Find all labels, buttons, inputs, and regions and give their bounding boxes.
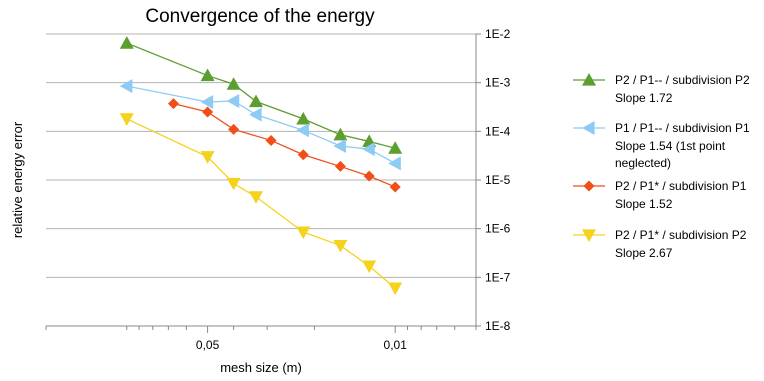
data-point — [167, 98, 179, 110]
x-tick-label: 0,01 — [384, 338, 408, 352]
data-point — [119, 36, 134, 49]
legend-marker — [582, 121, 595, 135]
data-point — [388, 141, 403, 154]
gridlines — [46, 33, 481, 327]
data-point — [362, 142, 375, 157]
data-point — [249, 94, 264, 108]
data-point — [333, 127, 348, 141]
series-3 — [167, 98, 401, 193]
data-point — [226, 77, 241, 90]
data-point — [296, 111, 311, 125]
data-point — [334, 160, 346, 172]
data-point — [362, 260, 377, 274]
y-tick-label: 1E-3 — [485, 76, 511, 90]
data-point — [202, 106, 214, 118]
data-point — [200, 151, 215, 164]
legend-marker — [582, 73, 596, 86]
data-point — [333, 239, 348, 253]
y-tick-label: 1E-6 — [485, 222, 511, 236]
legend-item: P2 / P1-- / subdivision P2 Slope 1.72 — [573, 73, 750, 105]
legend-series-name: P2 / P1* / subdivision P2 — [615, 228, 747, 242]
data-point — [119, 113, 134, 126]
data-point — [228, 123, 240, 135]
series-layer — [119, 36, 403, 296]
legend-series-name: P2 / P1-- / subdivision P2 — [615, 73, 750, 87]
x-minor-ticks — [45, 326, 477, 333]
legend-marker — [582, 229, 596, 242]
legend-item: P2 / P1* / subdivision P1 Slope 1.52 — [573, 179, 747, 211]
chart-title: Convergence of the energy — [145, 6, 375, 27]
data-point — [200, 68, 215, 82]
data-point — [297, 149, 309, 161]
legend-slope: Slope 1.72 — [615, 91, 673, 105]
legend: P2 / P1-- / subdivision P2 Slope 1.72 P1 /… — [573, 73, 750, 260]
legend-item: P2 / P1* / subdivision P2 Slope 2.67 — [573, 228, 747, 260]
y-tick-label: 1E-5 — [485, 173, 511, 187]
y-tick-label: 1E-8 — [485, 319, 511, 333]
data-point — [200, 95, 214, 110]
x-tick-label: 0,05 — [196, 338, 220, 352]
data-point — [388, 156, 401, 171]
data-point — [119, 79, 133, 94]
legend-slope: Slope 2.67 — [615, 246, 673, 260]
x-tick-labels: 0,05 0,01 — [196, 338, 407, 352]
data-point — [389, 181, 401, 193]
y-tick-label: 1E-4 — [485, 124, 511, 138]
data-point — [296, 123, 309, 138]
data-point — [265, 134, 277, 146]
legend-slope: Slope 1.52 — [615, 197, 673, 211]
data-point — [226, 94, 240, 109]
series-4 — [119, 113, 403, 296]
data-point — [226, 177, 241, 191]
legend-series-name: P1 / P1-- / subdivision P1 — [615, 121, 750, 135]
legend-series-name: P2 / P1* / subdivision P1 — [615, 179, 747, 193]
series-2 — [119, 79, 401, 171]
series-line — [173, 103, 396, 188]
y-tick-labels: 1E-2 1E-3 1E-4 1E-5 1E-6 1E-7 1E-8 — [485, 27, 511, 333]
x-axis-label: mesh size (m) — [220, 360, 302, 375]
data-point — [388, 282, 403, 296]
data-point — [333, 138, 347, 153]
data-point — [363, 170, 375, 182]
data-point — [296, 226, 311, 240]
data-point — [249, 191, 264, 204]
y-tick-label: 1E-7 — [485, 270, 511, 284]
legend-marker — [583, 180, 595, 192]
legend-item: P1 / P1-- / subdivision P1 Slope 1.54 (1s… — [573, 121, 750, 170]
y-axis-label: relative energy error — [10, 121, 25, 238]
series-1 — [119, 36, 403, 154]
y-tick-label: 1E-2 — [485, 27, 511, 41]
data-point — [249, 107, 262, 122]
legend-slope: Slope 1.54 (1st point neglected) — [615, 139, 726, 170]
